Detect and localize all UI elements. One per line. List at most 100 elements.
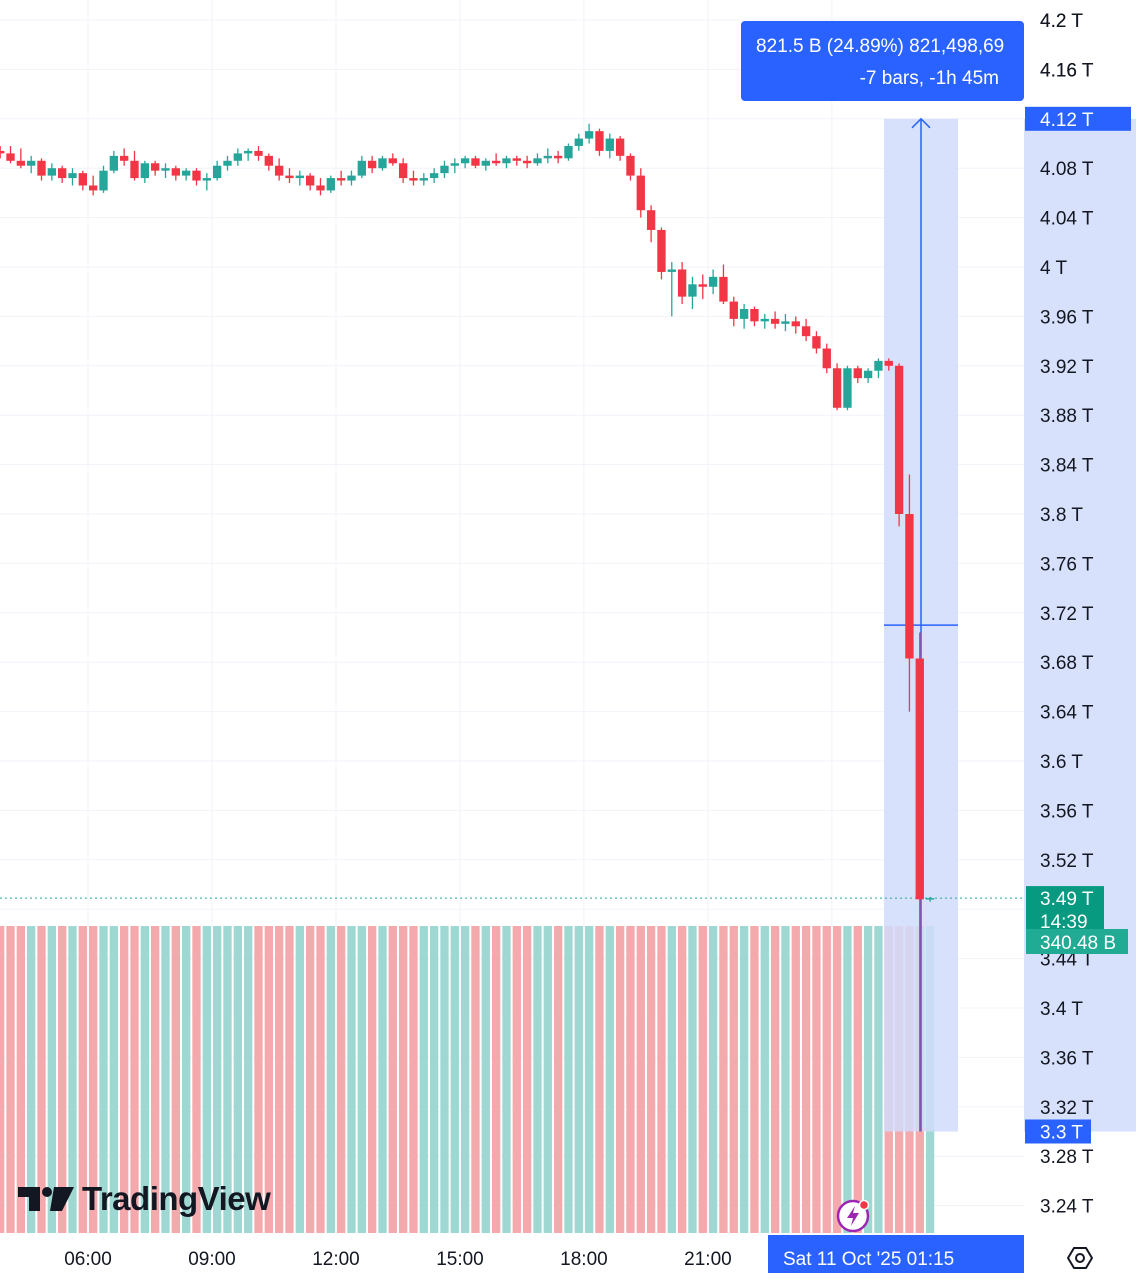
candle-body [832, 368, 842, 408]
candle-body [708, 276, 718, 287]
candle-body [460, 158, 470, 164]
candle [905, 474, 914, 712]
volume-bar [491, 926, 501, 1233]
candle-body [605, 138, 614, 151]
candle [347, 170, 356, 186]
tradingview-logo: TradingView [16, 1180, 271, 1218]
candle [295, 170, 304, 186]
y-tick-label: 3.92 T [1040, 357, 1094, 378]
axis-range-band [1024, 118, 1136, 1132]
candle-body [450, 163, 459, 166]
candle [925, 896, 935, 902]
y-tick-label: 4.2 T [1040, 11, 1083, 32]
volume-bar [801, 926, 811, 1233]
candle [27, 155, 36, 174]
volume-bar [285, 926, 294, 1233]
volume-bar [605, 926, 614, 1233]
volume-bar [16, 926, 26, 1233]
candle [37, 158, 46, 181]
candle [688, 276, 697, 309]
volume-bar [357, 926, 366, 1233]
logo-text: TradingView [82, 1180, 271, 1217]
candle-body [419, 178, 428, 181]
candle-body [781, 321, 790, 324]
candle [0, 145, 5, 159]
candle [16, 148, 26, 169]
tooltip-clip [1024, 21, 1036, 101]
candle [874, 358, 883, 379]
volume-bar [6, 926, 15, 1233]
volume-bar [646, 926, 656, 1233]
candle [243, 148, 253, 161]
candle-body [378, 158, 387, 169]
candle-body [27, 160, 36, 166]
candle-body [89, 185, 98, 191]
volume-bar [822, 926, 831, 1233]
volume-bar [667, 926, 676, 1233]
candle-body [326, 178, 335, 191]
candle-body [37, 160, 46, 176]
volume-bar [243, 926, 253, 1233]
candle-body [843, 368, 852, 408]
candle-body [409, 178, 418, 181]
volume-bar [739, 926, 749, 1233]
volume-bar [192, 926, 201, 1233]
candle-body [646, 210, 656, 230]
candle [357, 155, 366, 179]
candle-body [719, 276, 728, 302]
candle [316, 178, 325, 196]
volume-bar [161, 926, 170, 1233]
volume-bar [853, 926, 862, 1233]
candle [739, 304, 749, 329]
candle-body [181, 170, 191, 176]
candle-body [78, 173, 87, 186]
volume-bar [522, 926, 532, 1233]
y-tick-label: 3.4 T [1040, 999, 1083, 1020]
y-tick-label: 4.04 T [1040, 209, 1094, 230]
volume-bar [564, 926, 573, 1233]
candle-body [760, 318, 769, 322]
candle-body [874, 360, 883, 371]
volume-bar [68, 926, 77, 1233]
candle [760, 313, 769, 329]
candle [646, 205, 656, 243]
y-tick-label: 4.16 T [1040, 60, 1094, 81]
candle [285, 168, 294, 184]
candle-body [812, 336, 821, 349]
candle [326, 175, 335, 193]
candle [388, 153, 397, 166]
candle-body [553, 155, 563, 159]
candle [47, 163, 57, 181]
y-tick-label: 3.8 T [1040, 505, 1083, 526]
candle [502, 155, 511, 169]
y-tick-label: 4.16 T [1040, 60, 1094, 81]
candle [471, 155, 480, 169]
lightning-icon[interactable] [836, 1197, 872, 1233]
volume-bar [533, 926, 542, 1233]
settings-gear-icon[interactable] [1066, 1244, 1094, 1272]
candle-body [543, 155, 552, 159]
candle [750, 306, 759, 327]
candle-body [161, 168, 170, 171]
volume-bar [429, 926, 439, 1233]
volume-bar [874, 926, 883, 1233]
x-tick-label: 15:00 [436, 1249, 484, 1270]
volume-bar [99, 926, 108, 1233]
candle [419, 173, 428, 186]
candle [564, 143, 573, 161]
candle [305, 173, 315, 191]
candle [615, 136, 625, 161]
volume-bar [750, 926, 759, 1233]
candle-body [109, 155, 118, 171]
candle [212, 160, 222, 181]
candle-body [615, 138, 625, 156]
candle-body [533, 158, 542, 164]
y-tick-label: 3.44 T [1040, 950, 1094, 971]
candle [254, 145, 263, 161]
candle-body [398, 163, 408, 179]
volume-bar [595, 926, 604, 1233]
measure-top-label-bg [1025, 106, 1131, 131]
volume-bar [471, 926, 480, 1233]
